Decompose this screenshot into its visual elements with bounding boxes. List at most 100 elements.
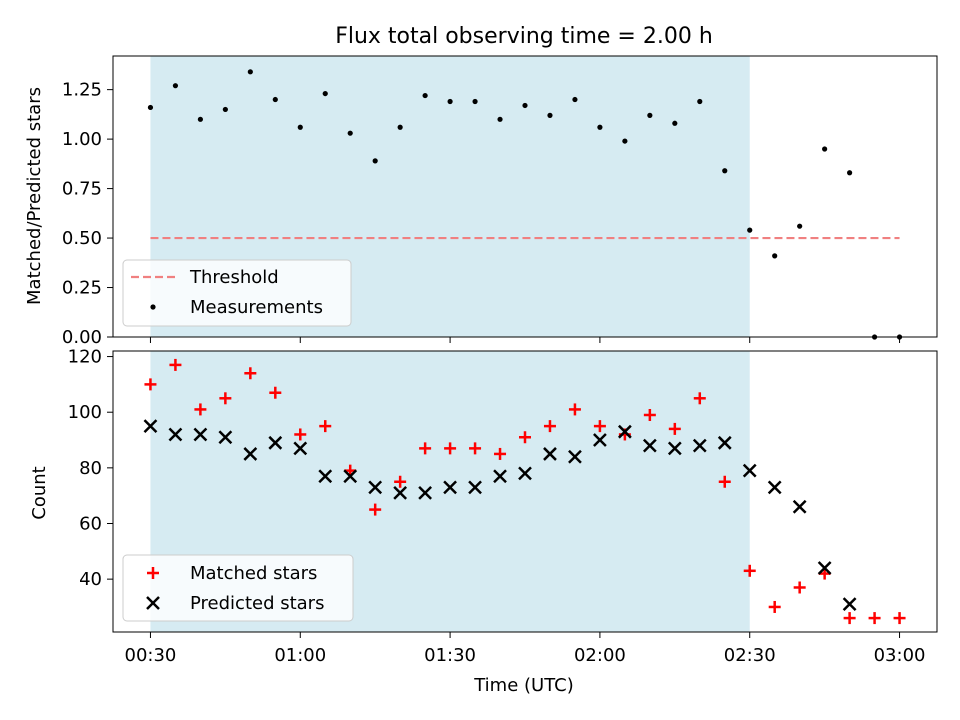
predicted-star-point bbox=[692, 438, 707, 453]
count-x-ticks: 00:30 01:00 01:30 02:00 02:30 03:00 bbox=[125, 632, 926, 666]
measurement-point bbox=[822, 146, 828, 152]
predicted-star-point bbox=[393, 486, 408, 500]
measurement-point bbox=[672, 120, 678, 126]
measurement-point bbox=[397, 124, 403, 130]
measurement-point bbox=[172, 83, 179, 89]
matched-star-point bbox=[194, 403, 207, 416]
measurement-point bbox=[522, 102, 528, 109]
count-panel: 40 60 80 100 120 00:30 01:00 01:30 02:00 02:30 03… bbox=[29, 347, 938, 696]
count-y-axis-label: Count bbox=[29, 466, 50, 519]
predicted-star-point bbox=[543, 447, 557, 461]
predicted-star-point bbox=[143, 419, 158, 434]
measurement-point bbox=[797, 223, 803, 229]
y-tick-label: 60 bbox=[79, 513, 102, 534]
predicted-star-point bbox=[742, 463, 757, 478]
measurement-point bbox=[472, 98, 478, 105]
y-tick-label: 1.00 bbox=[62, 129, 102, 150]
measurement-point bbox=[697, 98, 703, 105]
measurement-point bbox=[322, 90, 328, 97]
predicted-star-point bbox=[568, 449, 582, 464]
count-y-ticks: 40 60 80 100 120 bbox=[68, 347, 113, 590]
measurement-point bbox=[297, 124, 303, 130]
predicted-star-point bbox=[443, 480, 457, 495]
predicted-star-point bbox=[642, 438, 657, 453]
predicted-star-point bbox=[493, 469, 507, 484]
predicted-star-point bbox=[293, 441, 308, 456]
measurement-point bbox=[147, 104, 154, 111]
measurement-point bbox=[372, 158, 378, 164]
matched-star-point bbox=[868, 612, 881, 625]
ratio-axes-frame bbox=[112, 55, 938, 338]
predicted-star-point bbox=[318, 469, 333, 484]
y-tick-label: 0.75 bbox=[62, 179, 102, 200]
x-tick-label: 01:30 bbox=[424, 645, 476, 666]
x-axis-label: Time (UTC) bbox=[473, 675, 574, 696]
predicted-star-point bbox=[468, 480, 482, 495]
measurement-point bbox=[772, 253, 778, 259]
y-tick-label: 0.50 bbox=[62, 228, 102, 249]
predicted-star-point bbox=[842, 597, 857, 612]
matched-star-point bbox=[219, 392, 232, 405]
measurement-point bbox=[622, 138, 628, 144]
count-axes-frame bbox=[112, 350, 938, 633]
threshold-legend-label: Threshold bbox=[189, 267, 279, 288]
measurement-point bbox=[347, 130, 353, 136]
matched-star-point bbox=[793, 581, 806, 594]
predicted-star-point bbox=[593, 433, 607, 447]
y-tick-label: 0.25 bbox=[62, 278, 102, 299]
predicted-star-point bbox=[343, 469, 358, 484]
y-tick-label: 0.00 bbox=[62, 327, 102, 348]
ratio-y-axis-label: Matched/Predicted stars bbox=[24, 87, 45, 305]
measurement-points bbox=[147, 69, 903, 340]
measurement-point bbox=[422, 92, 428, 99]
predicted-star-point bbox=[243, 447, 258, 461]
matched-star-point bbox=[543, 420, 556, 433]
measurement-point bbox=[222, 106, 228, 113]
ratio-legend-box bbox=[122, 259, 352, 327]
matched-star-point bbox=[568, 403, 581, 416]
x-tick-label: 00:30 bbox=[125, 645, 177, 666]
matched-star-point bbox=[643, 408, 656, 421]
predicted-legend-label: Predicted stars bbox=[190, 593, 324, 614]
measurement-point bbox=[572, 96, 578, 103]
ratio-panel: 0.00 0.25 0.50 0.75 1.00 1.25 Flux total obse… bbox=[24, 24, 938, 348]
predicted-star-point bbox=[817, 561, 832, 575]
predicted-stars-points bbox=[143, 419, 857, 612]
x-tick-label: 03:00 bbox=[874, 645, 926, 666]
matched-star-point bbox=[269, 386, 282, 399]
predicted-star-point bbox=[792, 499, 807, 514]
predicted-star-point bbox=[193, 427, 208, 442]
y-tick-label: 40 bbox=[79, 569, 102, 590]
ratio-legend: Threshold Measurements bbox=[122, 259, 352, 327]
matched-star-point bbox=[668, 422, 681, 435]
matched-star-point bbox=[593, 420, 606, 433]
predicted-star-point bbox=[418, 486, 433, 500]
predicted-star-point bbox=[218, 430, 233, 445]
chart-title: Flux total observing time = 2.00 h bbox=[335, 24, 713, 49]
measurement-point bbox=[847, 170, 853, 176]
matched-star-point bbox=[693, 392, 706, 405]
measurements-legend-label: Measurements bbox=[190, 297, 323, 318]
x-tick-label: 02:00 bbox=[574, 645, 626, 666]
measurement-point bbox=[722, 168, 728, 174]
matched-star-point bbox=[519, 431, 531, 444]
measurement-point bbox=[497, 116, 503, 122]
matched-star-point bbox=[244, 367, 257, 380]
predicted-star-point bbox=[518, 466, 532, 481]
matched-star-point bbox=[494, 447, 507, 460]
y-tick-label: 1.25 bbox=[62, 80, 102, 101]
measurement-point bbox=[197, 116, 203, 122]
y-tick-label: 100 bbox=[68, 402, 102, 423]
matched-star-point bbox=[319, 420, 332, 433]
measurement-point bbox=[647, 112, 653, 118]
measurement-point bbox=[272, 96, 278, 103]
predicted-star-point bbox=[717, 435, 732, 450]
predicted-legend-swatch bbox=[146, 596, 160, 610]
measurement-point bbox=[447, 98, 453, 105]
matched-star-point bbox=[369, 503, 382, 516]
ratio-y-ticks: 0.00 0.25 0.50 0.75 1.00 1.25 bbox=[62, 80, 113, 348]
predicted-star-point bbox=[617, 424, 632, 439]
y-tick-label: 80 bbox=[79, 458, 102, 479]
measurement-point bbox=[247, 69, 253, 75]
matched-legend-label: Matched stars bbox=[190, 563, 317, 584]
